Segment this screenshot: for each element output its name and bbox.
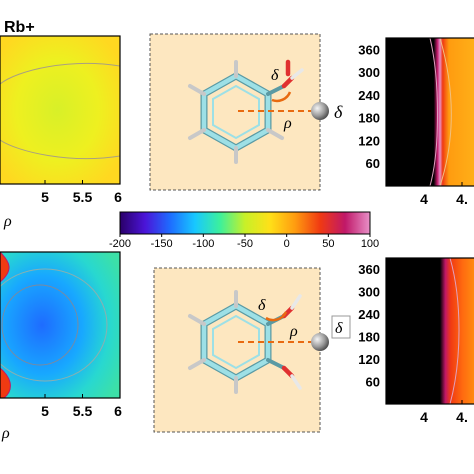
contour-line: [1, 284, 79, 366]
colorbar-tick-label: -150: [151, 238, 173, 250]
x-tick-label: 5.5: [73, 189, 93, 205]
delta-label: δ: [271, 67, 279, 84]
heatmap-top-right: 60 120 180 240 300 360 4 4.: [358, 37, 474, 207]
heatmap-bottom-left: 5 5.5 6 ρ: [0, 251, 122, 442]
rho-label: ρ: [289, 323, 298, 340]
y-tick-label: 180: [358, 111, 380, 126]
x-tick-label: 4: [420, 409, 428, 425]
x-tick-label: 4.: [456, 191, 468, 207]
diagram-panel: [149, 33, 321, 191]
axes-frame: [0, 251, 121, 399]
contour-line: [0, 62, 121, 85]
contour-line: [439, 37, 452, 187]
colorbar-tick-label: 0: [284, 238, 290, 250]
x-tick-label: 5: [41, 189, 49, 205]
y-tick-label: 60: [366, 156, 380, 171]
molecule-diagram-bottom: δ ρ δ: [153, 267, 351, 433]
side-delta-label: δ: [334, 102, 343, 122]
ion-label: Rb+: [4, 19, 35, 36]
x-tick-labels: 5 5.5 6: [41, 394, 122, 419]
x-axis-label: ρ: [1, 425, 10, 442]
y-tick-label: 360: [358, 262, 380, 277]
colorbar-tick-label: -200: [109, 238, 131, 250]
y-tick-label: 360: [358, 42, 380, 57]
axes-frame: [385, 257, 474, 405]
heatmap-bl-field: [0, 252, 120, 398]
delta-angle-arc: [265, 311, 288, 322]
x-tick-label: 5.5: [73, 403, 93, 419]
axes-frame: [385, 37, 474, 187]
y-tick-label: 120: [358, 133, 380, 148]
x-tick-label: 4: [420, 191, 428, 207]
side-delta-label: δ: [335, 320, 343, 337]
x-tick-labels: 4 4.: [420, 400, 468, 425]
colorbar-tick-label: 50: [322, 238, 334, 250]
contour-line: [0, 268, 108, 382]
y-tick-label: 120: [358, 352, 380, 367]
rho-label: ρ: [283, 115, 292, 132]
y-tick-label: 300: [358, 65, 380, 80]
contour-hot-spot: [0, 251, 10, 283]
delta-label: δ: [258, 297, 266, 314]
colorbar: -200 -150 -100 -50 0 50 100: [109, 211, 379, 250]
x-tick-label: 4.: [456, 409, 468, 425]
y-tick-label: 240: [358, 307, 380, 322]
hydrogen-bonds: [188, 290, 238, 394]
heatmap-bottom-right: 60 120 180 240 300 360 4 4.: [358, 257, 474, 425]
heatmap-br-field: [386, 258, 474, 404]
y-tick-label: 60: [366, 375, 380, 390]
colorbar-tick-label: -100: [192, 238, 214, 250]
colorbar-tick-label: 100: [361, 238, 379, 250]
x-tick-labels: 4 4.: [420, 182, 468, 207]
y-tick-label: 240: [358, 88, 380, 103]
x-tick-label: 6: [114, 403, 122, 419]
heatmap-tl-field: [0, 36, 120, 184]
axes-frame: [0, 35, 121, 185]
hydroxyl-group: [266, 59, 304, 96]
y-tick-labels: 60 120 180 240 300 360: [358, 262, 390, 390]
ion-sphere: [311, 102, 329, 120]
contour-line: [429, 37, 438, 187]
delta-angle-arc: [271, 91, 292, 103]
contour-line: [0, 139, 121, 160]
heatmap-tr-field: [386, 38, 474, 186]
x-tick-label: 6: [114, 189, 122, 205]
colorbar-tick-labels: -200 -150 -100 -50 0 50 100: [109, 234, 379, 250]
colorbar-tick-label: -50: [237, 238, 253, 250]
x-tick-label: 5: [41, 403, 49, 419]
hydroxyl-group-2: [266, 358, 302, 390]
y-tick-labels: 60 120 180 240 300 360: [358, 42, 390, 171]
colorbar-gradient: [119, 211, 371, 235]
x-axis-label: ρ: [3, 213, 12, 230]
heatmap-top-left: 5 5.5 6 ρ Rb+: [0, 19, 122, 230]
y-tick-label: 300: [358, 285, 380, 300]
contour-line: [449, 257, 460, 405]
side-label-box: [331, 315, 351, 339]
x-tick-labels: 5 5.5 6: [41, 180, 122, 205]
ion-sphere: [311, 333, 329, 351]
molecule-diagram-top: δ ρ δ: [149, 33, 343, 191]
y-tick-label: 180: [358, 330, 380, 345]
hydrogen-bonds: [188, 60, 284, 164]
